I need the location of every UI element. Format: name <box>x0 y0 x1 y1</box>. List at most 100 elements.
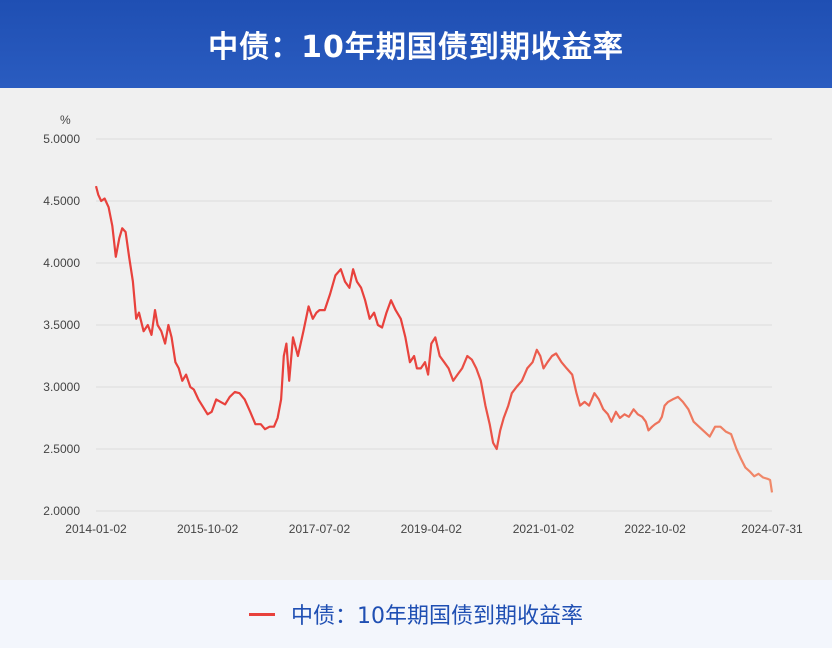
data-point <box>593 392 595 394</box>
data-point <box>532 361 534 363</box>
legend-label: 中债：10年期国债到期收益率 <box>291 604 583 629</box>
legend: 中债：10年期国债到期收益率 <box>0 580 832 648</box>
data-point <box>503 417 505 419</box>
data-point <box>115 256 117 258</box>
data-point <box>404 336 406 338</box>
y-axis-unit: % <box>60 113 71 127</box>
data-point <box>555 353 557 355</box>
data-point <box>648 429 650 431</box>
data-point <box>526 367 528 369</box>
data-point <box>269 426 271 428</box>
data-point <box>234 391 236 393</box>
y-tick-label: 4.5000 <box>43 194 80 208</box>
x-tick-label: 2021-01-02 <box>513 522 575 536</box>
data-point <box>584 401 586 403</box>
data-point <box>576 392 578 394</box>
data-point <box>386 312 388 314</box>
data-point <box>767 478 769 480</box>
data-point <box>360 287 362 289</box>
data-point <box>207 413 209 415</box>
data-point <box>277 417 279 419</box>
data-point <box>658 421 660 423</box>
x-tick-label: 2015-10-02 <box>177 522 239 536</box>
data-point <box>197 398 199 400</box>
y-tick-label: 2.0000 <box>43 504 80 518</box>
data-point <box>709 436 711 438</box>
data-point <box>135 318 137 320</box>
data-point <box>160 330 162 332</box>
x-tick-label: 2017-07-02 <box>289 522 351 536</box>
data-point <box>273 426 275 428</box>
data-point <box>260 423 262 425</box>
data-point <box>167 324 169 326</box>
data-point <box>434 336 436 338</box>
data-point <box>121 227 123 229</box>
data-point <box>489 423 491 425</box>
data-point <box>719 426 721 428</box>
data-point <box>174 361 176 363</box>
data-point <box>452 380 454 382</box>
data-point <box>588 405 590 407</box>
data-point <box>356 281 358 283</box>
data-point <box>381 327 383 329</box>
data-point <box>551 355 553 357</box>
data-point <box>758 473 760 475</box>
data-point <box>97 194 99 196</box>
data-point <box>264 428 266 430</box>
data-point <box>302 330 304 332</box>
data-point <box>461 367 463 369</box>
data-point <box>154 309 156 311</box>
data-point <box>100 200 102 202</box>
data-point <box>641 416 643 418</box>
data-point <box>466 355 468 357</box>
data-point <box>147 324 149 326</box>
y-tick-label: 4.0000 <box>43 256 80 270</box>
data-point <box>769 479 771 481</box>
data-point <box>499 429 501 431</box>
data-point <box>615 411 617 413</box>
y-tick-label: 3.5000 <box>43 318 80 332</box>
x-tick-label: 2014-01-02 <box>65 522 127 536</box>
x-tick-label: 2022-10-02 <box>624 522 686 536</box>
data-point <box>607 413 609 415</box>
data-point <box>602 408 604 410</box>
data-point <box>413 355 415 357</box>
data-point <box>698 426 700 428</box>
data-point <box>677 396 679 398</box>
data-point <box>171 336 173 338</box>
data-point <box>682 401 684 403</box>
data-point <box>312 318 314 320</box>
data-point <box>364 299 366 301</box>
x-axis: 2014-01-02 2015-10-02 2017-07-02 2019-04-02… <box>65 522 803 536</box>
data-point <box>181 380 183 382</box>
data-point <box>193 389 195 391</box>
data-point <box>667 401 669 403</box>
data-point <box>566 367 568 369</box>
data-point <box>628 416 630 418</box>
plot-area: 5.0000 4.5000 4.0000 3.5000 3.0000 2.5000 2.00… <box>0 88 832 580</box>
data-point <box>725 431 727 433</box>
data-point <box>297 355 299 357</box>
data-point <box>424 361 426 363</box>
data-point <box>661 416 663 418</box>
series-line-yield-10y <box>94 185 774 493</box>
data-point <box>316 312 318 314</box>
data-point <box>687 408 689 410</box>
data-point <box>157 324 159 326</box>
data-point <box>244 398 246 400</box>
data-point <box>352 268 354 270</box>
data-point <box>633 408 635 410</box>
data-point <box>373 312 375 314</box>
data-point <box>178 367 180 369</box>
data-point <box>645 421 647 423</box>
data-point <box>249 411 251 413</box>
data-point <box>400 318 402 320</box>
data-point <box>164 343 166 345</box>
y-axis: 5.0000 4.5000 4.0000 3.5000 3.0000 2.5000 2.00… <box>43 132 80 518</box>
data-point <box>319 309 321 311</box>
data-point <box>771 491 773 493</box>
data-point <box>496 448 498 450</box>
data-point <box>95 185 97 187</box>
data-point <box>637 413 639 415</box>
y-tick-label: 5.0000 <box>43 132 80 146</box>
